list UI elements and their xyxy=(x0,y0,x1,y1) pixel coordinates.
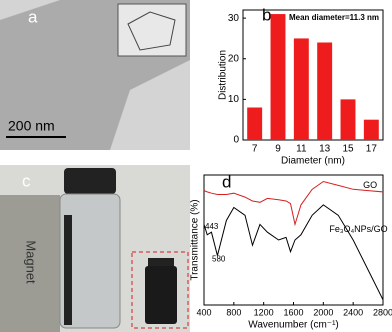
x-tick-label: 2400 xyxy=(343,307,363,317)
legend-label: Fe₃O₄NPs/GO xyxy=(329,224,387,234)
inset-box xyxy=(131,251,189,329)
inset-vial xyxy=(145,266,177,324)
y-tick-label: 20 xyxy=(228,53,240,64)
series-line xyxy=(203,204,384,301)
scale-label: 200 nm xyxy=(8,118,55,134)
vial xyxy=(59,193,121,329)
series-line xyxy=(203,180,384,227)
annotation: 443 xyxy=(205,222,219,231)
inset-sheet xyxy=(127,11,176,51)
plot-frame xyxy=(203,174,384,306)
y-tick-label: 0 xyxy=(233,135,239,146)
annotation: Mean diameter=11.3 nm xyxy=(289,13,379,22)
bar xyxy=(293,38,309,140)
x-tick-label: 9 xyxy=(275,144,281,155)
magnet-label: Magnet xyxy=(24,240,39,284)
annotation: 580 xyxy=(212,255,226,264)
vial-cap xyxy=(64,168,116,194)
bar xyxy=(270,14,286,140)
legend-label: GO xyxy=(363,180,377,190)
x-tick-label: 7 xyxy=(252,144,258,155)
bar xyxy=(363,119,379,140)
y-axis-label: Distribution xyxy=(218,50,229,100)
inset-cap xyxy=(148,258,174,266)
plot-frame xyxy=(242,9,384,141)
x-axis-label: Diameter (nm) xyxy=(281,156,345,167)
x-axis-label: Wavenumber (cm⁻¹) xyxy=(248,320,338,331)
y-axis-label: Transmittance (%) xyxy=(190,199,201,280)
panel-label: d xyxy=(222,172,231,191)
y-tick-label: 30 xyxy=(228,13,240,24)
bar xyxy=(317,42,333,140)
x-tick-label: 800 xyxy=(226,307,241,317)
x-tick-label: 1600 xyxy=(283,307,303,317)
bar xyxy=(247,107,263,140)
x-tick-label: 13 xyxy=(319,144,331,155)
panel-label: c xyxy=(22,171,31,190)
magnet xyxy=(0,195,60,332)
x-tick-label: 2800 xyxy=(373,307,392,317)
y-tick-label: 10 xyxy=(228,94,240,105)
panel-label: b xyxy=(262,5,271,24)
x-tick-label: 15 xyxy=(342,144,354,155)
panel-label: a xyxy=(28,7,38,26)
x-tick-label: 1200 xyxy=(254,307,274,317)
x-tick-label: 11 xyxy=(296,144,307,155)
nanoparticles xyxy=(64,215,72,325)
x-tick-label: 400 xyxy=(196,307,211,317)
bar xyxy=(340,99,356,140)
x-tick-label: 2000 xyxy=(313,307,333,317)
x-tick-label: 17 xyxy=(366,144,378,155)
